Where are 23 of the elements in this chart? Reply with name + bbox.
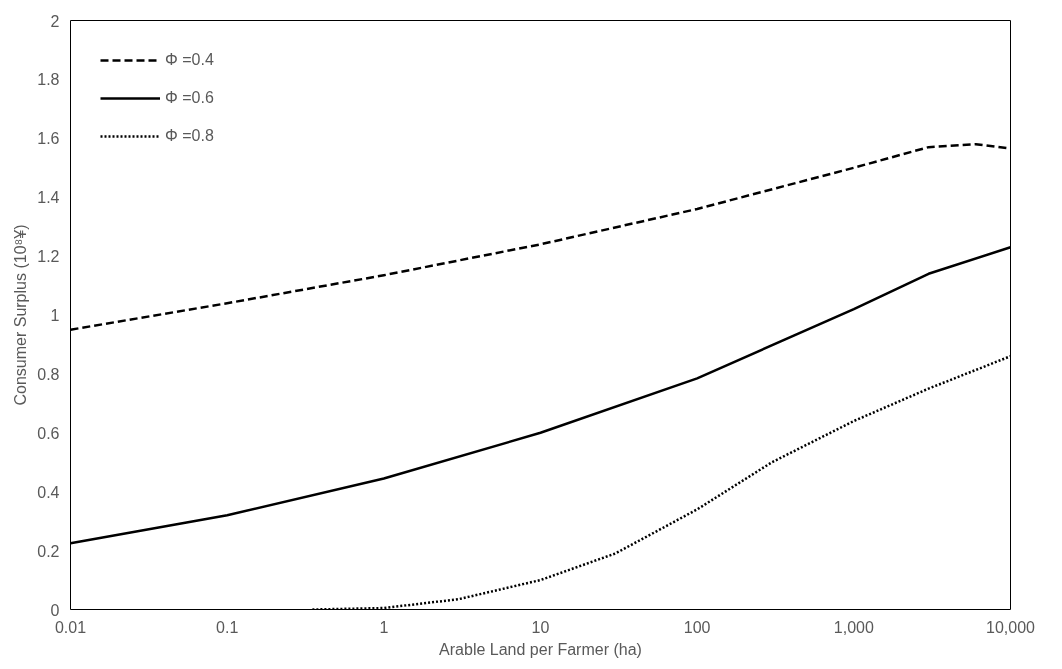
x-tick-label: 10 [531,618,550,636]
y-tick-label: 0.8 [37,365,60,383]
y-tick-label: 1.6 [37,130,60,148]
x-axis-title: Arable Land per Farmer (ha) [439,640,642,658]
x-tick-label: 1 [379,618,389,636]
y-tick-label: 1 [50,307,60,324]
legend-label: Φ =0.8 [165,127,214,145]
legend-label: Φ =0.4 [165,51,214,69]
y-tick-label: 0.2 [37,542,60,560]
y-tick-label: 1.4 [37,189,60,207]
y-tick-label: 2 [50,12,60,30]
y-tick-label: 0.4 [37,483,60,501]
y-tick-label: 1.8 [37,71,60,89]
y-tick-label: 0.6 [37,424,60,442]
x-tick-label: 100 [683,618,711,636]
y-axis-title: Consumer Surplus (10⁸¥) [12,224,30,406]
x-tick-label: 10,000 [986,618,1036,636]
legend-label: Φ =0.6 [165,89,214,107]
x-tick-label: 1,000 [833,618,874,636]
y-tick-label: 0 [50,601,60,619]
x-tick-label: 0.1 [216,618,239,636]
x-tick-label: 0.01 [54,618,87,636]
y-tick-label: 1.2 [37,248,60,266]
